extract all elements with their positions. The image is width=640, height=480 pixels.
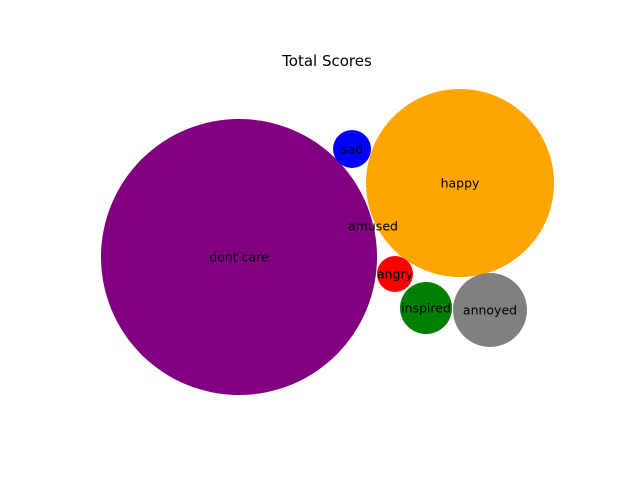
bubble-label-angry: angry	[377, 267, 414, 282]
bubble-annoyed	[453, 273, 527, 347]
bubble-inspired	[400, 282, 452, 334]
bubble-label-sad: sad	[341, 142, 363, 157]
bubble-dont-care	[101, 119, 377, 395]
bubble-label-annoyed: annoyed	[463, 303, 517, 318]
bubble-sad	[333, 130, 371, 168]
bubble-label-dont-care: dont care	[209, 250, 269, 265]
bubble-angry	[377, 256, 413, 292]
chart-title: Total Scores	[281, 52, 372, 70]
bubble-label-inspired: inspired	[401, 301, 451, 316]
bubbles-group: dont care happy sad amused angry inspired anno…	[101, 89, 554, 395]
bubble-label-happy: happy	[441, 176, 480, 191]
bubble-happy	[366, 89, 554, 277]
bubble-label-amused: amused	[348, 219, 398, 234]
